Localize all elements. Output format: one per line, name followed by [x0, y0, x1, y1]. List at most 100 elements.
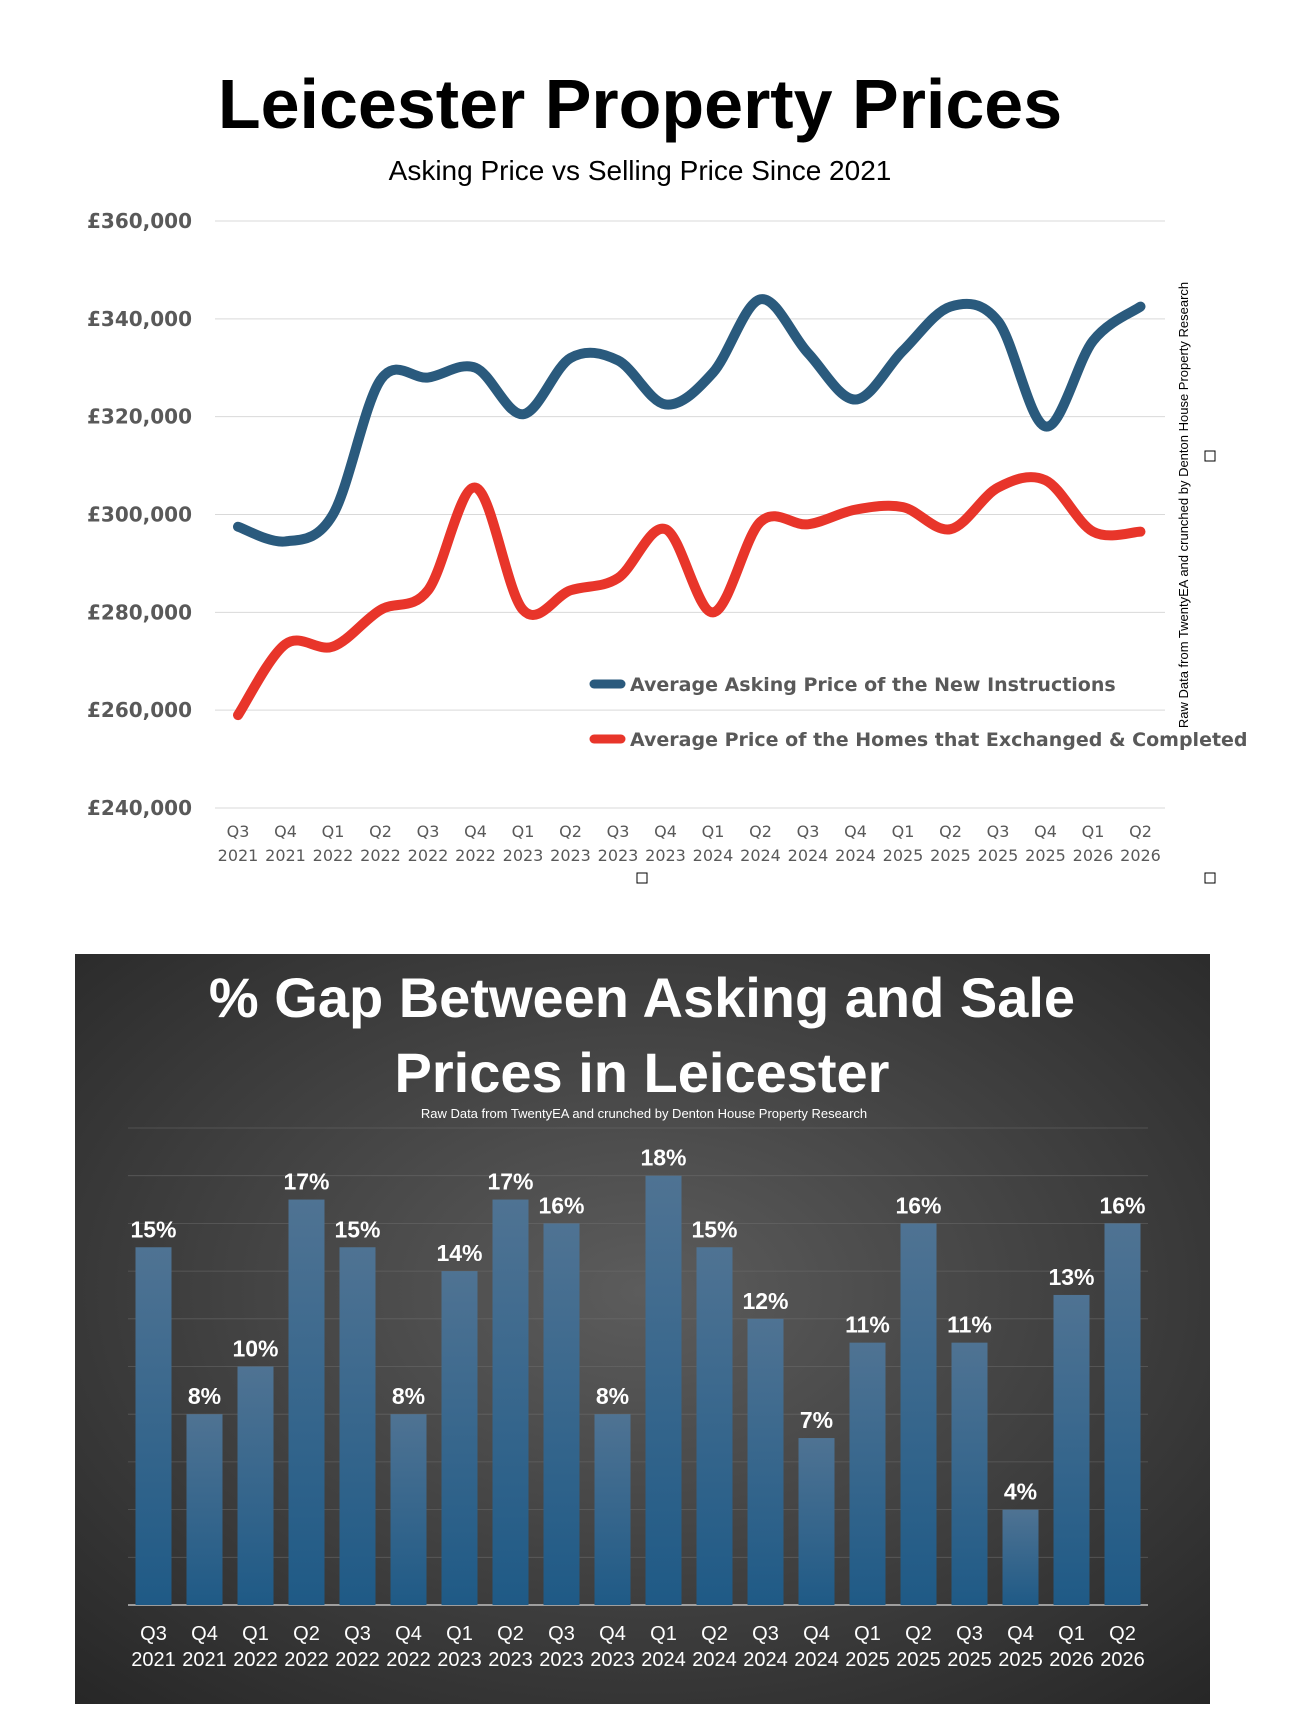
bar-x-tick-label: 2024 — [743, 1649, 788, 1671]
x-tick-label: Q1 — [512, 822, 535, 841]
y-tick-label: £300,000 — [87, 503, 192, 527]
bar-chart-subtitle: Raw Data from TwentyEA and crunched by D… — [421, 1106, 867, 1121]
bar-x-tick-label: Q1 — [446, 1623, 473, 1645]
bar-x-tick-label: 2025 — [845, 1649, 890, 1671]
line-chart-subtitle: Asking Price vs Selling Price Since 2021 — [389, 155, 892, 186]
bar — [288, 1199, 325, 1605]
bar-value-label: 14% — [436, 1240, 482, 1266]
x-tick-label: Q3 — [417, 822, 440, 841]
bar-chart-background — [75, 954, 1210, 1704]
bar — [951, 1342, 988, 1605]
bar-value-label: 11% — [845, 1312, 890, 1338]
bar — [492, 1199, 529, 1605]
bar-x-tick-label: Q3 — [548, 1623, 575, 1645]
x-tick-label: Q1 — [1082, 822, 1105, 841]
bar — [798, 1438, 835, 1605]
x-tick-label: Q4 — [654, 822, 677, 841]
selection-handle — [1204, 872, 1216, 884]
x-tick-label: 2024 — [788, 846, 829, 865]
y-tick-label: £340,000 — [87, 307, 192, 331]
x-tick-label: 2021 — [265, 846, 306, 865]
y-tick-label: £320,000 — [87, 405, 192, 429]
bar-x-tick-label: 2023 — [437, 1649, 482, 1671]
data-point — [900, 347, 906, 354]
x-tick-label: Q3 — [227, 822, 250, 841]
x-tick-label: 2024 — [693, 846, 734, 865]
bar — [645, 1175, 682, 1605]
data-point — [425, 374, 431, 381]
bar-x-tick-label: 2024 — [692, 1649, 737, 1671]
x-tick-label: 2023 — [503, 846, 544, 865]
y-tick-label: £280,000 — [87, 600, 192, 624]
bar-x-tick-label: 2021 — [131, 1649, 176, 1671]
bar-x-tick-label: 2022 — [233, 1649, 278, 1671]
data-point — [805, 350, 811, 357]
bar-x-tick-label: 2023 — [539, 1649, 584, 1671]
data-point — [1137, 303, 1144, 310]
bar-value-label: 13% — [1048, 1264, 1094, 1290]
bar-x-tick-label: 2024 — [794, 1649, 839, 1671]
x-tick-label: 2024 — [740, 846, 781, 865]
bar-x-tick-label: Q1 — [1058, 1623, 1085, 1645]
bar — [339, 1247, 376, 1605]
data-point — [520, 606, 526, 613]
selection-handle — [1204, 450, 1216, 462]
y-tick-label: £240,000 — [87, 796, 192, 820]
bar-value-label: 15% — [334, 1216, 380, 1242]
x-tick-label: Q1 — [892, 822, 915, 841]
series-line-1 — [233, 294, 1146, 547]
bar-value-label: 12% — [742, 1288, 788, 1314]
data-point — [757, 296, 764, 303]
data-point — [472, 484, 479, 491]
line-series-group — [233, 294, 1146, 721]
bar-x-tick-label: 2023 — [590, 1649, 635, 1671]
bar-x-tick-label: Q3 — [140, 1623, 167, 1645]
bar — [1002, 1509, 1039, 1605]
bar-x-tick-label: 2026 — [1049, 1649, 1094, 1671]
y-tick-label: £360,000 — [87, 209, 192, 233]
bar-value-label: 17% — [487, 1169, 533, 1195]
bar-value-label: 15% — [691, 1216, 737, 1242]
bar-x-tick-label: Q4 — [1007, 1623, 1034, 1645]
bar-chart-title-line-1: % Gap Between Asking and Sale — [209, 966, 1075, 1029]
bar-x-tick-label: 2022 — [386, 1649, 431, 1671]
data-point — [377, 606, 384, 613]
data-point — [330, 643, 336, 650]
bar — [543, 1223, 580, 1605]
legend-label: Average Price of the Homes that Exchange… — [630, 729, 1248, 751]
x-tick-label: Q4 — [844, 822, 867, 841]
x-tick-label: Q2 — [559, 822, 582, 841]
bar-value-label: 4% — [1004, 1479, 1037, 1505]
bar-value-label: 16% — [1099, 1192, 1145, 1218]
bar-x-tick-label: Q4 — [599, 1623, 626, 1645]
bar-value-label: 7% — [800, 1407, 833, 1433]
bar-x-tick-label: Q3 — [344, 1623, 371, 1645]
x-tick-label: Q2 — [369, 822, 392, 841]
bar-x-tick-label: 2025 — [947, 1649, 992, 1671]
data-point — [995, 318, 1001, 325]
x-tick-label: Q2 — [1129, 822, 1152, 841]
data-point — [947, 526, 954, 533]
x-tick-label: 2022 — [408, 846, 449, 865]
data-point — [757, 518, 764, 525]
bar-x-tick-label: Q2 — [905, 1623, 932, 1645]
bar — [135, 1247, 172, 1605]
series-line-2 — [233, 472, 1146, 721]
x-tick-label: 2022 — [360, 846, 401, 865]
bar — [1104, 1223, 1141, 1605]
line-chart-title: Leicester Property Prices — [218, 65, 1062, 143]
x-tick-label: 2023 — [645, 846, 686, 865]
bar-x-tick-label: Q1 — [242, 1623, 269, 1645]
x-tick-label: Q3 — [987, 822, 1010, 841]
bar-value-label: 18% — [640, 1145, 686, 1171]
bar-x-tick-label: Q1 — [854, 1623, 881, 1645]
data-point — [282, 641, 289, 648]
data-point — [377, 376, 384, 383]
gridlines — [215, 220, 1165, 809]
line-chart: Leicester Property Prices Asking Price v… — [87, 65, 1248, 884]
bar — [594, 1414, 631, 1605]
data-point — [805, 521, 811, 528]
bar-x-tick-label: 2021 — [182, 1649, 227, 1671]
bar-value-label: 16% — [895, 1192, 941, 1218]
bar-x-tick-label: Q2 — [701, 1623, 728, 1645]
